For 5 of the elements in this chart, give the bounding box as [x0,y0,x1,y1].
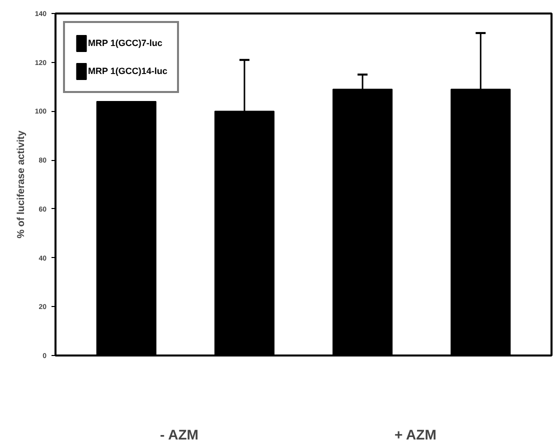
legend-label: MRP 1(GCC)7-luc [88,38,162,48]
y-axis-title: % of luciferase activity [16,130,27,238]
x-tick-label: + AZM [394,426,436,442]
legend-label: MRP 1(GCC)14-luc [88,66,168,76]
x-tick-label: - AZM [160,426,198,442]
